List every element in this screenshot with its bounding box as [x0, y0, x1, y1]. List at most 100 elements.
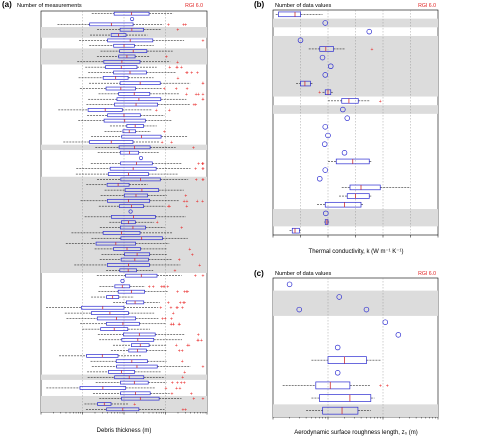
- outlier-marker: +: [197, 332, 200, 338]
- outlier-marker: +: [175, 306, 178, 312]
- outlier-marker: +: [182, 22, 185, 28]
- outlier-marker: +: [178, 258, 181, 264]
- outlier-marker: +: [183, 300, 186, 306]
- box-iqr: [315, 381, 351, 390]
- outlier-marker: +: [133, 402, 136, 408]
- panel-c-x-ticks: [272, 417, 439, 420]
- outlier-marker: +: [163, 129, 166, 135]
- single-value-marker: [323, 210, 329, 217]
- outlier-marker: +: [184, 193, 187, 199]
- outlier-marker: +: [180, 65, 183, 71]
- single-value-marker: [334, 370, 341, 376]
- outlier-marker: +: [202, 167, 205, 173]
- outlier-marker: +: [171, 381, 174, 387]
- outlier-marker: +: [194, 103, 197, 109]
- outlier-marker: +: [181, 359, 184, 365]
- outlier-marker: +: [178, 322, 181, 328]
- outlier-marker: +: [190, 391, 193, 397]
- box-iqr: [322, 406, 359, 415]
- outlier-marker: +: [185, 70, 188, 76]
- single-value-marker: [317, 176, 323, 182]
- panel-b-x-axis-label: Thermal conductivity, k (W m⁻¹ K⁻¹): [309, 249, 404, 255]
- single-value-marker: [286, 281, 293, 288]
- single-value-marker: [340, 106, 346, 113]
- outlier-marker: +: [197, 92, 200, 98]
- single-value-marker: [319, 54, 326, 61]
- outlier-marker: +: [202, 161, 205, 167]
- outlier-marker: +: [167, 300, 170, 306]
- outlier-marker: +: [202, 97, 205, 103]
- outlier-marker: +: [202, 177, 205, 183]
- single-value-marker: [336, 294, 342, 300]
- single-value-marker: [344, 115, 351, 121]
- outlier-marker: +: [176, 306, 179, 312]
- outlier-marker: +: [159, 306, 162, 312]
- outlier-marker: +: [196, 338, 199, 344]
- outlier-marker: +: [148, 284, 151, 290]
- box-iqr: [300, 80, 311, 87]
- outlier-marker: +: [202, 92, 205, 98]
- panel-a: +++++++++ +++++ ++++++ ++++++++++++++++ ++++…: [2, 0, 208, 434]
- outlier-marker: +: [198, 263, 201, 269]
- panel-b-x-ticks: [272, 235, 439, 238]
- outlier-marker: +: [318, 90, 321, 96]
- outlier-marker: +: [175, 65, 178, 71]
- outlier-marker: +: [192, 145, 195, 151]
- panel-c-count-header: Number of data values: [275, 271, 331, 277]
- outlier-marker: +: [170, 322, 173, 328]
- single-value-marker: [321, 141, 328, 147]
- outlier-marker: +: [170, 140, 173, 146]
- outlier-marker: +: [379, 99, 382, 105]
- outlier-marker: +: [169, 306, 172, 312]
- outlier-marker: +: [179, 300, 182, 306]
- outlier-marker: +: [185, 290, 188, 296]
- outlier-marker: +: [175, 343, 178, 349]
- panel-a-boxes: +++++++++ +++++ ++++++ ++++++++++++++++ ++++…: [46, 11, 205, 413]
- outlier-marker: +: [197, 338, 200, 344]
- outlier-marker: +: [371, 47, 374, 53]
- outlier-marker: +: [156, 220, 159, 226]
- outlier-marker: +: [160, 284, 163, 290]
- outlier-marker: +: [183, 290, 186, 296]
- single-value-marker: [138, 155, 144, 161]
- outlier-marker: +: [170, 322, 173, 328]
- outlier-marker: +: [180, 381, 183, 387]
- panel-c-gridlines: [327, 278, 384, 417]
- outlier-marker: +: [202, 177, 205, 183]
- outlier-marker: +: [185, 92, 188, 98]
- outlier-marker: +: [195, 177, 198, 183]
- panel-c: + + (c) Number of data values RGI 6.0 Aer…: [254, 269, 439, 436]
- outlier-marker: +: [161, 316, 164, 322]
- panel-c-boxes: + +: [282, 281, 402, 415]
- outlier-marker: +: [196, 70, 199, 76]
- outlier-marker: +: [182, 407, 185, 413]
- single-value-marker: [297, 37, 304, 44]
- single-value-marker: [328, 63, 334, 69]
- box-iqr: [324, 201, 362, 208]
- outlier-marker: +: [202, 97, 205, 103]
- single-value-marker: [334, 344, 341, 351]
- outlier-marker: +: [184, 22, 187, 28]
- outlier-marker: +: [197, 161, 200, 167]
- region-band: [273, 404, 438, 417]
- single-value-marker: [296, 306, 302, 313]
- panel-b: + + + (b) Number of data values RGI 6.0 Th…: [254, 0, 439, 255]
- outlier-marker: +: [175, 386, 178, 392]
- outlier-marker: +: [168, 65, 171, 71]
- region-band: [273, 290, 438, 316]
- outlier-marker: +: [176, 28, 179, 34]
- outlier-marker: +: [177, 76, 180, 82]
- single-value-marker: [382, 319, 389, 325]
- outlier-marker: +: [186, 70, 189, 76]
- outlier-marker: +: [163, 284, 166, 290]
- outlier-marker: +: [190, 70, 193, 76]
- single-value-marker: [363, 306, 370, 313]
- single-value-marker: [120, 278, 125, 284]
- outlier-marker: +: [165, 386, 168, 392]
- outlier-marker: +: [379, 383, 382, 389]
- outlier-marker: +: [184, 407, 187, 413]
- single-value-marker: [322, 20, 329, 26]
- outlier-marker: +: [170, 316, 173, 322]
- single-value-marker: [128, 209, 133, 214]
